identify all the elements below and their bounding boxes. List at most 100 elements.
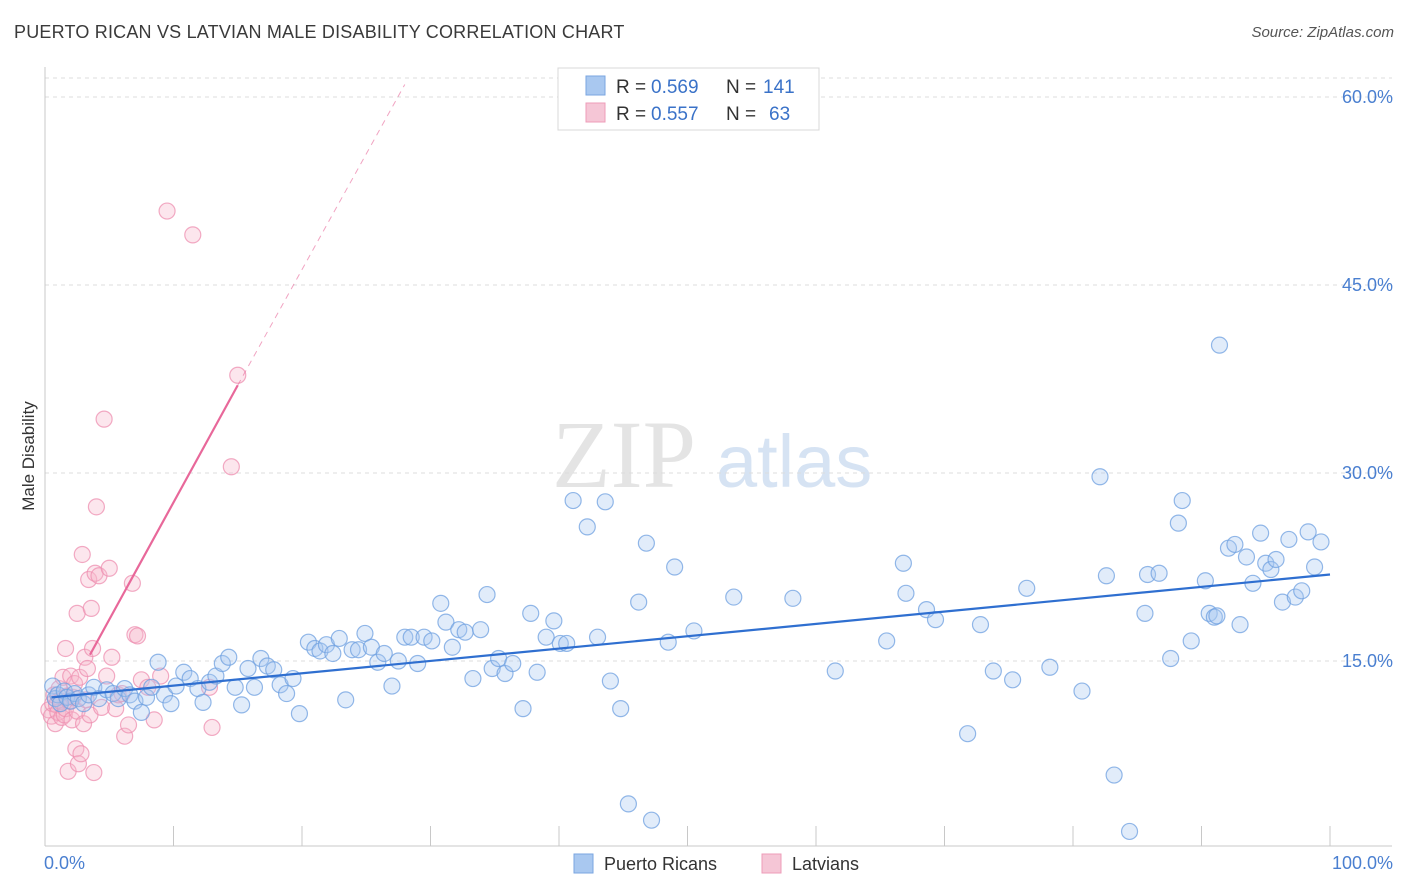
puerto-ricans-point-115 <box>1120 822 1139 841</box>
legend-bottom-label-pr: Puerto Ricans <box>604 854 717 874</box>
puerto-ricans-point-58 <box>383 677 401 695</box>
latvians-point-31 <box>78 659 97 678</box>
legend-swatch-pr <box>585 75 606 96</box>
latvians-point-42 <box>98 667 116 685</box>
puerto-ricans-point-87 <box>596 493 614 511</box>
puerto-ricans-point-98 <box>784 589 802 607</box>
puerto-ricans-point-110 <box>1041 658 1059 676</box>
puerto-ricans-point-118 <box>1150 564 1168 582</box>
x-tick-label-1: 100.0% <box>1332 853 1393 873</box>
y-tick-label-1: 30.0% <box>1342 463 1393 483</box>
puerto-ricans-point-113 <box>1097 567 1116 585</box>
latvians-point-9 <box>53 708 71 727</box>
puerto-ricans-point-61 <box>402 628 420 646</box>
latvians-point-34 <box>82 599 100 617</box>
puerto-ricans-point-67 <box>443 638 461 656</box>
puerto-ricans-point-127 <box>1210 336 1229 354</box>
puerto-ricans-point-139 <box>1286 588 1304 606</box>
puerto-ricans-point-88 <box>601 672 620 690</box>
puerto-ricans-point-116 <box>1136 604 1154 622</box>
legend-top: R = 0.569 N = 141 R = 0.557 N = 63 <box>557 67 820 131</box>
legend-n-label-lv: N = <box>726 104 756 125</box>
latvians-point-27 <box>73 545 91 564</box>
puerto-ricans-point-114 <box>1105 766 1123 784</box>
latvians-point-60 <box>203 718 221 737</box>
puerto-ricans-point-108 <box>1004 671 1022 689</box>
legend-bottom-swatch-lv <box>761 853 782 874</box>
latvians-point-49 <box>119 716 138 734</box>
puerto-ricans-point-71 <box>472 621 490 639</box>
latvians-point-38 <box>87 498 106 516</box>
puerto-ricans-point-137 <box>1273 593 1292 611</box>
puerto-ricans-point-141 <box>1299 523 1317 541</box>
source-label: Source: ZipAtlas.com <box>1251 24 1394 41</box>
puerto-ricans-point-33 <box>220 648 238 666</box>
puerto-ricans-point-69 <box>456 623 474 641</box>
latvians-point-43 <box>100 559 118 577</box>
puerto-ricans-point-120 <box>1169 514 1187 532</box>
puerto-ricans-point-131 <box>1237 548 1256 566</box>
puerto-ricans-point-133 <box>1252 524 1270 542</box>
puerto-ricans-point-107 <box>984 662 1002 680</box>
chart-title: PUERTO RICAN VS LATVIAN MALE DISABILITY … <box>14 22 625 42</box>
puerto-ricans-point-112 <box>1091 468 1109 486</box>
puerto-ricans-point-102 <box>897 584 915 602</box>
puerto-ricans-point-119 <box>1162 649 1180 668</box>
puerto-ricans-point-70 <box>464 669 482 688</box>
puerto-ricans-point-42 <box>277 684 296 703</box>
latvians-point-28 <box>74 715 93 733</box>
puerto-ricans-point-85 <box>578 518 596 536</box>
puerto-ricans-point-130 <box>1231 616 1249 634</box>
puerto-ricans-point-34 <box>226 678 244 696</box>
latvians-point-62 <box>229 366 247 384</box>
puerto-ricans-point-47 <box>311 642 329 660</box>
latvians-point-55 <box>145 711 163 729</box>
latvians-point-52 <box>128 627 147 645</box>
puerto-ricans-point-59 <box>389 652 407 670</box>
puerto-ricans-point-9 <box>74 695 93 713</box>
puerto-ricans-point-123 <box>1196 572 1214 590</box>
puerto-ricans-point-105 <box>959 725 977 743</box>
puerto-ricans-point-93 <box>642 811 661 829</box>
watermark-zip: ZIP <box>552 401 696 508</box>
puerto-ricans-point-32 <box>213 654 231 673</box>
puerto-ricans-point-84 <box>564 491 582 510</box>
legend-r-value-lv: 0.557 <box>651 104 699 125</box>
grid-lines <box>45 77 1392 662</box>
puerto-ricans-point-19 <box>132 703 150 721</box>
puerto-ricans-point-50 <box>330 629 348 648</box>
legend-r-label-pr: R = <box>616 77 646 98</box>
puerto-ricans-point-37 <box>245 678 264 696</box>
puerto-ricans-trend-line <box>51 573 1331 699</box>
legend-swatch-lv <box>585 102 606 123</box>
puerto-ricans-point-66 <box>437 613 455 631</box>
puerto-ricans-point-22 <box>149 653 167 671</box>
legend-n-value-pr: 141 <box>763 77 795 98</box>
puerto-ricans-point-45 <box>299 633 318 651</box>
puerto-ricans-point-143 <box>1312 533 1330 551</box>
latvians-point-36 <box>85 763 103 782</box>
legend-bottom-swatch-pr <box>573 853 594 874</box>
latvians-point-24 <box>69 755 88 773</box>
legend-n-label-pr: N = <box>726 77 756 98</box>
puerto-ricans-point-35 <box>233 696 251 714</box>
puerto-ricans-point-78 <box>522 604 540 622</box>
y-tick-label-3: 60.0% <box>1342 87 1393 107</box>
latvians-points <box>40 202 247 782</box>
puerto-ricans-point-72 <box>478 585 496 604</box>
puerto-ricans-point-49 <box>324 644 342 663</box>
puerto-ricans-point-76 <box>504 654 522 673</box>
puerto-ricans-point-73 <box>483 659 501 678</box>
puerto-ricans-point-95 <box>666 558 684 576</box>
legend-bottom-label-lv: Latvians <box>792 854 859 874</box>
y-tick-label-2: 45.0% <box>1342 275 1393 295</box>
latvians-point-44 <box>103 648 121 666</box>
puerto-ricans-points <box>44 336 1330 841</box>
puerto-ricans-point-121 <box>1173 491 1191 510</box>
puerto-ricans-point-52 <box>343 641 361 659</box>
puerto-ricans-point-60 <box>396 628 414 646</box>
latvians-point-13 <box>56 639 75 658</box>
latvians-point-58 <box>184 226 202 244</box>
axes <box>44 67 1392 847</box>
y-axis-label: Male Disability <box>19 401 38 511</box>
